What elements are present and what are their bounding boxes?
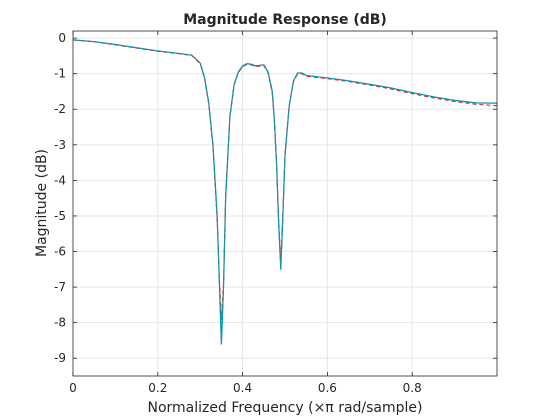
x-tick-label: 0.6 [318, 381, 337, 395]
y-tick-label: -2 [54, 102, 66, 116]
y-tick-label: -1 [54, 67, 66, 81]
x-tick-label: 0.8 [403, 381, 422, 395]
chart-title: Magnitude Response (dB) [183, 12, 387, 28]
plot-frame [72, 30, 498, 377]
x-tick-label: 0.4 [233, 381, 252, 395]
y-axis-label: Magnitude (dB) [34, 149, 50, 257]
y-tick-label: -8 [54, 316, 66, 330]
y-tick-label: 0 [58, 31, 66, 45]
y-tick-label: -3 [54, 138, 66, 152]
series-group [72, 39, 498, 345]
grid [73, 31, 497, 376]
x-tick-label: 0.2 [148, 381, 167, 395]
y-tick-label: -9 [54, 351, 66, 365]
y-tick-label: -6 [54, 245, 66, 259]
y-tick-label: -7 [54, 280, 66, 294]
series-line-overlay [72, 39, 498, 345]
y-tick-label: -5 [54, 209, 66, 223]
x-tick-label: 0 [69, 381, 77, 395]
y-tick-label: -4 [54, 173, 66, 187]
plot-area [73, 31, 497, 376]
ticks: 0 0.2 0.4 0.6 0.8 0 -1 -2 -3 -4 -5 -6 -7 -8 -9 [54, 31, 497, 395]
x-axis-label: Normalized Frequency (×π rad/sample) [148, 400, 423, 416]
